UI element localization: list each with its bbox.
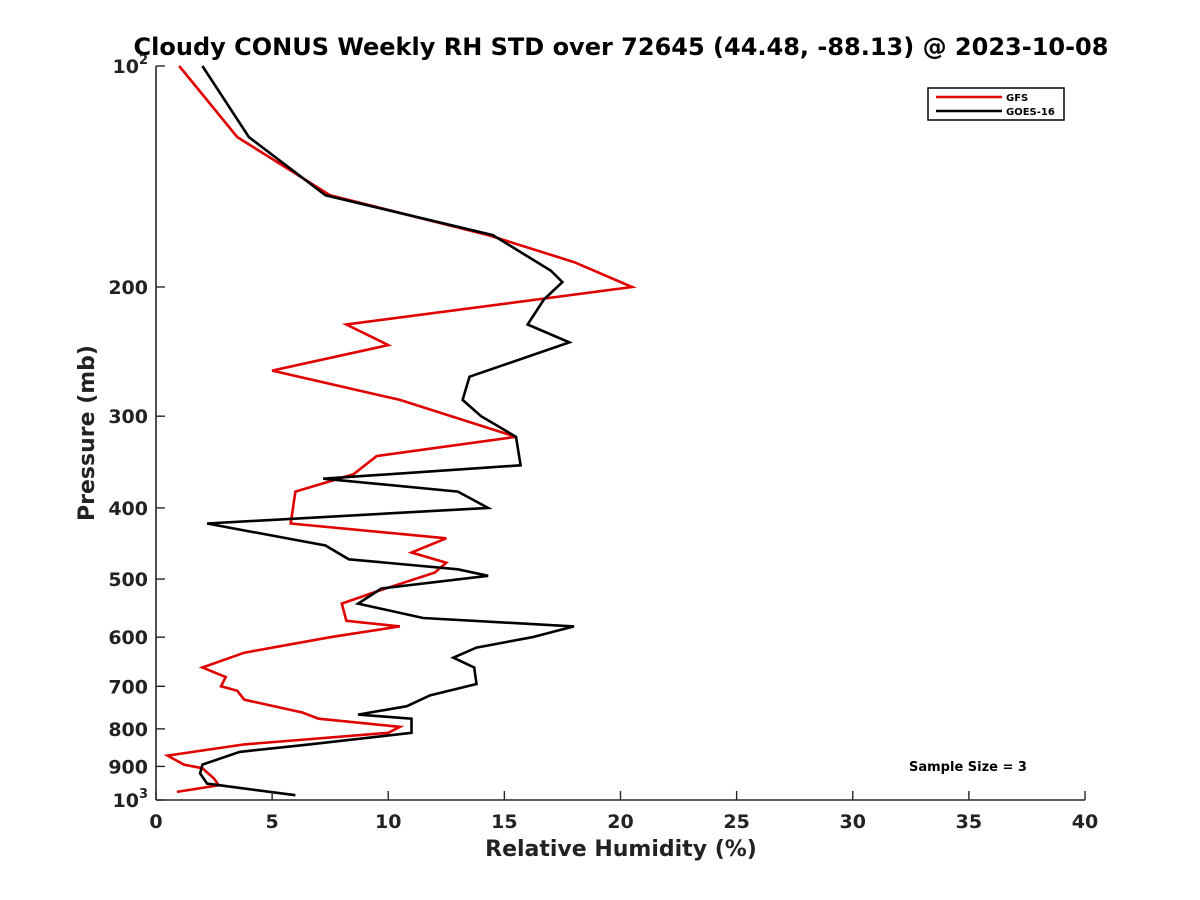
y-tick-label: 800: [108, 719, 148, 741]
y-tick-label: 102: [113, 53, 149, 78]
y-tick-label: 200: [108, 277, 148, 299]
y-tick-label: 900: [108, 756, 148, 778]
y-tick-label: 600: [108, 627, 148, 649]
x-tick-label: 0: [149, 811, 162, 833]
x-tick-label: 10: [375, 811, 401, 833]
axes-layer: 0 5 10 15 20 25 30 35 40 102 200 300 400 500 600 700 800…: [108, 53, 1098, 833]
y-tick-label: 700: [108, 676, 148, 698]
y-tick-label: 300: [108, 406, 148, 428]
x-tick-label: 25: [723, 811, 749, 833]
x-axis-label: Relative Humidity (%): [485, 837, 757, 862]
x-tick-label: 5: [266, 811, 279, 833]
y-axis-label: Pressure (mb): [75, 345, 100, 521]
series-line-gfs: [163, 65, 637, 794]
x-tick-label: 20: [607, 811, 633, 833]
x-tick-label: 40: [1072, 811, 1098, 833]
y-tick-label: 103: [113, 787, 149, 812]
sample-size-annotation: Sample Size = 3: [909, 760, 1027, 775]
chart-title: Cloudy CONUS Weekly RH STD over 72645 (4…: [134, 33, 1109, 61]
legend-label-goes-16: GOES-16: [1006, 107, 1055, 118]
legend-box: [927, 87, 1065, 121]
x-tick-label: 35: [956, 811, 982, 833]
legend-label-gfs: GFS: [1006, 93, 1028, 104]
y-tick-label: 500: [108, 569, 148, 591]
series-line-goes-16: [198, 65, 575, 797]
legend: GFS GOES-16: [927, 87, 1065, 121]
series-layer: [163, 65, 637, 797]
y-tick-label: 400: [108, 498, 148, 520]
x-tick-label: 30: [840, 811, 866, 833]
x-tick-label: 15: [491, 811, 517, 833]
